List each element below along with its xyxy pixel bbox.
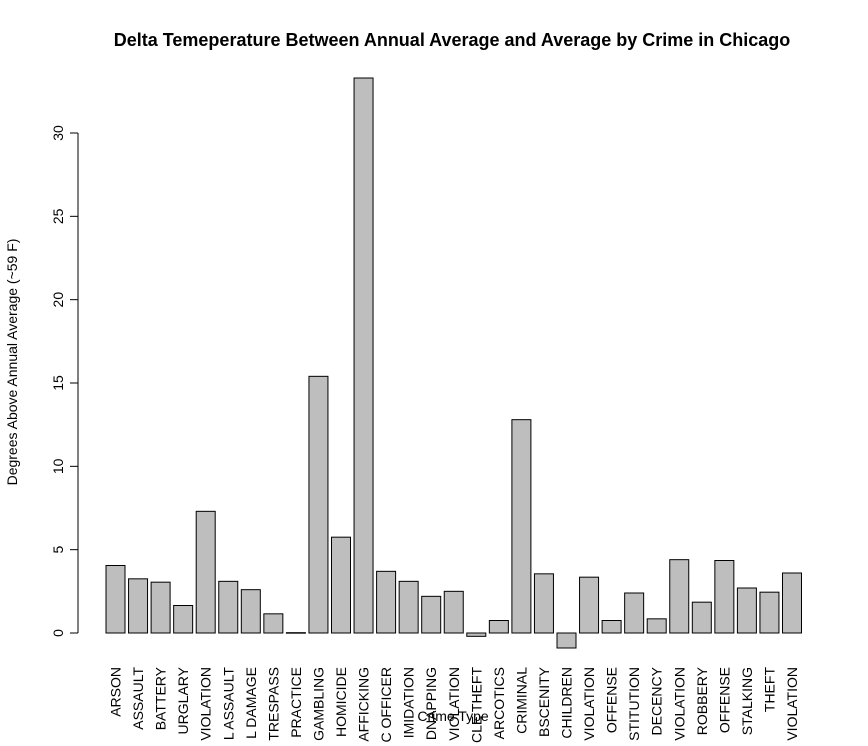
bar — [376, 570, 397, 634]
bar — [782, 572, 802, 634]
x-tick-label: VIOLATION — [671, 667, 687, 741]
x-tick-label: L DAMAGE — [243, 667, 259, 739]
x-tick-label: PRACTICE — [288, 667, 304, 738]
x-tick-label: ARCOTICS — [491, 667, 507, 739]
x-tick-label: L ASSAULT — [220, 667, 236, 741]
y-tick-label: 15 — [50, 375, 66, 391]
bar — [691, 601, 712, 634]
x-tick-label: BSCENITY — [536, 666, 552, 737]
bar — [105, 565, 126, 634]
y-tick-label: 0 — [50, 629, 66, 637]
x-axis-title: Crime Type — [417, 708, 489, 724]
bar — [669, 559, 690, 634]
bar — [421, 595, 442, 634]
bar — [556, 632, 577, 649]
bar — [533, 573, 554, 634]
x-tick-label: STALKING — [739, 667, 755, 735]
bar — [488, 620, 509, 634]
bar — [579, 576, 600, 634]
bar — [511, 419, 532, 634]
bar — [353, 77, 374, 634]
bar — [308, 375, 329, 634]
y-tick-label: 5 — [50, 546, 66, 554]
x-tick-label: ROBBERY — [694, 666, 710, 735]
x-tick-label: VIOLATION — [784, 667, 800, 741]
x-tick-label: BATTERY — [153, 666, 169, 730]
bar — [736, 587, 757, 634]
bar — [285, 632, 306, 634]
bar — [128, 578, 149, 634]
x-tick-label: OFFENSE — [716, 667, 732, 733]
x-tick-label: OFFENSE — [604, 667, 620, 733]
x-tick-labels: ARSON ASSAULT BATTERY URGLARY VIOLATION L ASS… — [108, 666, 801, 743]
x-tick-label: STITUTION — [626, 667, 642, 741]
bar — [173, 605, 194, 634]
x-tick-label: THEFT — [761, 667, 777, 713]
x-tick-label: ASSAULT — [130, 667, 146, 730]
x-tick-label: GAMBLING — [310, 667, 326, 741]
bar — [240, 589, 261, 634]
y-tick-label: 25 — [50, 208, 66, 224]
chart-title: Delta Temeperature Between Annual Averag… — [114, 30, 791, 50]
bar — [263, 613, 284, 634]
y-axis: 0 5 10 15 20 25 30 — [50, 125, 79, 637]
bar — [759, 591, 780, 634]
bar — [443, 590, 464, 634]
x-tick-label: VIOLATION — [446, 667, 462, 741]
x-tick-label: VIOLATION — [581, 667, 597, 741]
x-tick-label: ARSON — [108, 667, 124, 717]
x-tick-label: DNAPPING — [423, 667, 439, 740]
x-tick-label: VIOLATION — [198, 667, 214, 741]
x-tick-label: HOMICIDE — [333, 667, 349, 737]
bar — [150, 581, 171, 634]
x-tick-label: C OFFICER — [378, 667, 394, 742]
bar — [398, 580, 419, 634]
x-tick-label: URGLARY — [175, 666, 191, 734]
x-tick-label: DECENCY — [649, 666, 665, 735]
x-tick-label: CLE THEFT — [468, 667, 484, 743]
bar — [195, 510, 216, 634]
x-tick-label: AFFICKING — [356, 667, 372, 742]
x-tick-label: IMIDATION — [401, 667, 417, 738]
bar — [714, 560, 735, 634]
x-tick-label: TRESPASS — [265, 667, 281, 741]
x-tick-label: CRIMINAL — [513, 667, 529, 734]
y-tick-label: 10 — [50, 458, 66, 474]
bar — [601, 620, 622, 634]
bar — [218, 580, 239, 634]
bars — [105, 77, 802, 649]
bar — [646, 618, 667, 634]
bar — [466, 632, 487, 637]
y-axis-title: Degrees Above Annual Average (~59 F) — [4, 239, 20, 486]
bar — [624, 592, 645, 634]
x-tick-label: CHILDREN — [559, 667, 575, 739]
y-tick-label: 20 — [50, 292, 66, 308]
bar — [331, 536, 351, 634]
y-tick-label: 30 — [50, 125, 66, 141]
